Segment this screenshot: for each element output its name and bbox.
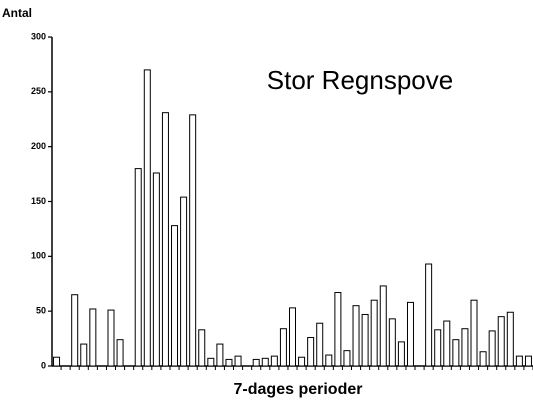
bar <box>361 313 369 367</box>
bar <box>352 305 360 367</box>
bar <box>289 307 296 367</box>
bar <box>506 311 514 367</box>
bar <box>171 225 179 367</box>
bar <box>515 355 523 367</box>
bar <box>307 336 315 367</box>
bar <box>452 339 460 367</box>
y-tick-label: 150 <box>31 196 46 206</box>
bar <box>388 318 396 367</box>
bar <box>370 299 378 367</box>
y-tick-label: 300 <box>31 31 46 41</box>
x-axis-label: 7-dages perioder <box>234 381 363 398</box>
bar <box>397 341 405 367</box>
bar <box>434 329 442 367</box>
bar <box>80 343 88 367</box>
y-tick-label: 250 <box>31 86 46 96</box>
bar <box>479 351 487 367</box>
bar <box>143 69 151 367</box>
bar <box>198 329 206 367</box>
bar <box>334 292 342 367</box>
bar <box>71 294 79 367</box>
bar <box>343 350 351 367</box>
y-tick-label: 100 <box>31 251 46 261</box>
bar <box>443 320 451 367</box>
bar <box>216 343 224 367</box>
bar <box>161 112 169 367</box>
bar <box>261 357 269 367</box>
bar <box>89 308 97 367</box>
bar <box>207 357 215 367</box>
bar <box>425 263 433 367</box>
y-axis-label: Antal <box>2 6 32 20</box>
bar <box>316 322 324 367</box>
bar <box>488 330 496 367</box>
bar <box>325 354 333 367</box>
bar <box>234 355 242 367</box>
bar <box>180 196 188 367</box>
bar <box>107 309 115 367</box>
bar <box>252 358 260 367</box>
bar <box>116 339 124 367</box>
bar <box>279 328 287 367</box>
chart-title: Stor Regnspove <box>267 65 453 95</box>
bar <box>470 299 478 367</box>
bar <box>270 355 278 367</box>
bar <box>524 355 532 367</box>
bar <box>379 285 387 367</box>
bar <box>189 114 197 367</box>
bar <box>134 168 142 367</box>
bar <box>461 328 469 367</box>
bar <box>152 172 160 367</box>
bar <box>53 356 61 367</box>
bar <box>406 301 414 367</box>
bar <box>497 316 505 367</box>
y-tick-label: 50 <box>36 306 46 316</box>
y-tick-label: 0 <box>41 360 46 370</box>
y-tick-label: 200 <box>31 141 46 151</box>
bar <box>225 358 233 367</box>
bar <box>298 356 306 367</box>
